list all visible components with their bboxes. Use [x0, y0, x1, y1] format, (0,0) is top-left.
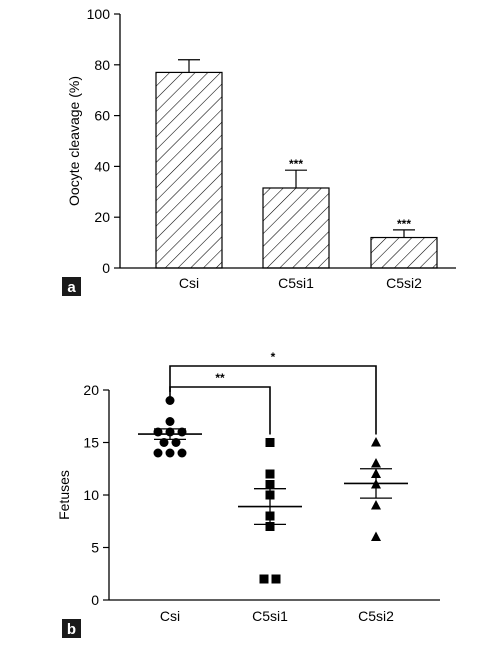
panel-b-point-circle — [159, 438, 169, 447]
panel-b-point-square — [259, 574, 269, 584]
panel-b-point-circle — [165, 448, 175, 458]
panel-b-x-tick-label: C5si2 — [358, 608, 394, 624]
panel-a-y-tick-label: 60 — [94, 108, 110, 124]
panel-b-comparison-bracket — [169, 365, 377, 435]
panel-b-x-tick-label: C5si1 — [252, 608, 288, 624]
panel-a-x-tick-label: C5si2 — [386, 275, 422, 291]
panel-a-y-tick-label: 0 — [102, 260, 110, 276]
panel-b-points — [153, 396, 381, 584]
panel-b-x-labels: Csi C5si1 C5si2 — [160, 608, 394, 624]
panel-a-y-tick-label: 20 — [94, 209, 110, 225]
panel-b-label: b — [67, 621, 76, 638]
panel-b-mean-sem-bars — [138, 428, 408, 526]
panel-a-y-tick-label: 40 — [94, 158, 110, 174]
panel-b-point-triangle — [371, 531, 381, 541]
panel-a-y-tick-label: 100 — [87, 6, 111, 22]
panel-b-label-box — [62, 619, 81, 638]
panel-a-y-tick-label: 80 — [94, 57, 110, 73]
panel-a-bar — [262, 187, 330, 269]
panel-b-y-tick-label: 10 — [83, 487, 99, 503]
panel-a-label: a — [67, 279, 76, 296]
panel-b-point-square — [265, 522, 275, 531]
panel-a-significance-label: *** — [289, 157, 303, 171]
panel-a-y-ticks: 0 20 40 60 80 100 — [87, 6, 120, 276]
panel-a-significance-label: *** — [397, 217, 411, 231]
panel-b-comparison-bracket — [169, 386, 271, 435]
panel-b-significance-brackets: *** — [169, 350, 377, 435]
panel-b-point-circle — [165, 396, 175, 405]
panel-a-bar-chart: 0 20 40 60 80 100 *** *** Csi C5si1 C5si2 Oocyte… — [62, 6, 456, 296]
panel-a-bar — [155, 71, 223, 269]
panel-b-point-square — [265, 469, 275, 479]
panel-a-bars: *** *** — [155, 59, 438, 269]
panel-b-point-triangle — [371, 500, 381, 510]
panel-b-comparison-label: ** — [215, 371, 225, 385]
panel-b-y-tick-label: 15 — [83, 435, 99, 451]
panel-b-point-circle — [171, 438, 181, 447]
panel-b-y-ticks: 0 5 10 15 20 — [83, 382, 109, 608]
panel-b-point-triangle — [371, 437, 381, 447]
panel-b-y-tick-label: 5 — [91, 540, 99, 556]
panel-b-y-tick-label: 20 — [83, 382, 99, 398]
panel-b-x-tick-label: Csi — [160, 608, 180, 624]
panel-b-comparison-label: * — [271, 350, 276, 364]
panel-a-y-axis-title: Oocyte cleavage (%) — [66, 76, 82, 206]
panel-b-point-circle — [177, 448, 187, 458]
panel-b-point-square — [265, 438, 275, 447]
panel-a-x-tick-label: C5si1 — [278, 275, 314, 291]
panel-b-point-square — [271, 574, 281, 584]
panel-a-bar — [370, 236, 438, 269]
panel-a-x-tick-label: Csi — [179, 275, 199, 291]
panel-b-y-tick-label: 0 — [91, 592, 99, 608]
panel-b-y-axis-title: Fetuses — [56, 470, 72, 520]
panel-b-point-circle — [153, 448, 163, 458]
panel-a-label-box — [62, 277, 81, 296]
panel-a-x-labels: Csi C5si1 C5si2 — [179, 275, 422, 291]
panel-b-point-triangle — [371, 458, 381, 468]
panel-b-point-square — [265, 480, 275, 489]
panel-b-point-circle — [165, 417, 175, 426]
